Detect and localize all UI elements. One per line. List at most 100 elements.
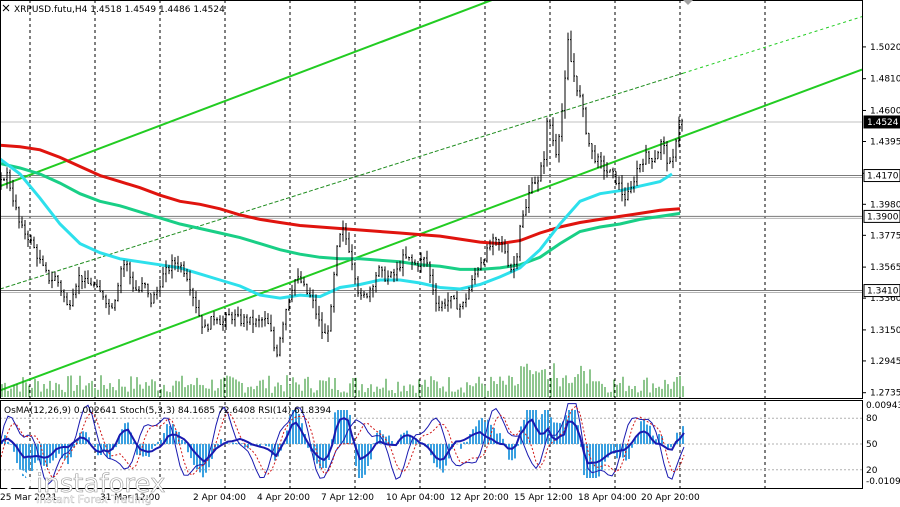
ohlc-bar bbox=[483, 259, 485, 266]
ohlc-bar bbox=[375, 272, 377, 293]
ohlc-bar bbox=[630, 180, 632, 194]
ohlc-bar bbox=[501, 236, 503, 253]
ohlc-bar bbox=[258, 314, 260, 328]
ohlc-bar bbox=[648, 150, 650, 164]
ohlc-bar bbox=[228, 308, 230, 316]
ohlc-bar bbox=[69, 300, 71, 310]
ohlc-bar bbox=[468, 287, 470, 300]
ohlc-bar bbox=[174, 257, 176, 271]
ohlc-bar bbox=[459, 303, 461, 318]
oscillator-tick-label: 80 bbox=[866, 414, 878, 424]
ohlc-bar bbox=[384, 266, 386, 282]
ohlc-bar bbox=[639, 163, 641, 173]
ohlc-bar bbox=[186, 268, 188, 282]
ohlc-bar bbox=[381, 266, 383, 278]
price-label-text: 1.3900 bbox=[867, 212, 899, 222]
ohlc-bar bbox=[387, 270, 389, 285]
watermark-brand: instaforex bbox=[36, 469, 165, 499]
time-tick-label: 31 Mar 12:00 bbox=[100, 493, 160, 503]
ohlc-bar bbox=[402, 249, 404, 277]
ohlc-bar bbox=[78, 266, 80, 295]
ohlc-bar bbox=[18, 206, 20, 229]
channel-lower-line bbox=[0, 68, 862, 392]
ohlc-bar bbox=[318, 305, 320, 327]
ohlc-bar bbox=[48, 269, 50, 284]
ohlc-bar bbox=[207, 323, 209, 332]
ohlc-bar bbox=[594, 144, 596, 164]
ohlc-bar bbox=[438, 295, 440, 312]
ohlc-bar bbox=[54, 271, 56, 281]
stoch-signal-line bbox=[0, 405, 685, 479]
ohlc-bar bbox=[570, 30, 572, 63]
ohlc-bar bbox=[156, 286, 158, 300]
stoch-main-line bbox=[0, 403, 685, 486]
ohlc-bar bbox=[210, 316, 212, 330]
time-tick-label: 10 Apr 04:00 bbox=[386, 493, 445, 503]
ohlc-bar bbox=[612, 167, 614, 179]
main-pane-border bbox=[0, 0, 863, 399]
ohlc-bar bbox=[534, 176, 536, 185]
oscillator-tick-label: 0.009432 bbox=[866, 401, 900, 411]
ohlc-bar bbox=[621, 175, 623, 202]
watermark-logo: instaforex Instant Forex Trading bbox=[5, 469, 166, 506]
collapse-icon[interactable] bbox=[2, 4, 10, 12]
ohlc-bar bbox=[357, 276, 359, 297]
ohlc-bar bbox=[234, 309, 236, 327]
chart-frame bbox=[0, 0, 863, 489]
price-tick-label: 1.2735 bbox=[870, 389, 900, 399]
ohlc-bar bbox=[21, 216, 23, 229]
ohlc-bar bbox=[549, 119, 551, 128]
ohlc-bar bbox=[180, 262, 182, 273]
ohlc-bar bbox=[423, 256, 425, 268]
shift-marker-icon[interactable] bbox=[683, 0, 693, 5]
ohlc-bar bbox=[378, 265, 380, 278]
ohlc-bar bbox=[399, 260, 401, 272]
instaforex-logo-icon bbox=[5, 469, 31, 495]
price-tick-label: 1.3150 bbox=[870, 326, 900, 336]
price-tick-label: 1.4395 bbox=[870, 137, 900, 147]
ohlc-bar bbox=[540, 162, 542, 182]
horizontal-levels bbox=[0, 121, 862, 294]
ohlc-bar bbox=[183, 261, 185, 278]
ohlc-bar bbox=[633, 176, 635, 193]
ohlc-bar bbox=[489, 239, 491, 251]
ohlc-bar bbox=[168, 264, 170, 275]
ohlc-bar bbox=[654, 150, 656, 163]
ohlc-bar bbox=[372, 284, 374, 298]
ohlc-bar bbox=[420, 252, 422, 273]
ohlc-bar bbox=[429, 261, 431, 283]
price-tick-label: 1.4810 bbox=[870, 75, 900, 85]
ohlc-bar bbox=[522, 210, 524, 228]
ohlc-bar bbox=[369, 286, 371, 303]
ohlc-bar bbox=[45, 262, 47, 273]
channel-middle-extension bbox=[682, 16, 862, 74]
price-axis: 1.50201.48101.46001.43951.41851.39801.37… bbox=[862, 43, 900, 399]
ohlc-bar bbox=[264, 310, 266, 327]
ohlc-bar bbox=[81, 275, 83, 290]
price-tick-label: 1.3775 bbox=[870, 231, 900, 241]
ohlc-bar bbox=[327, 325, 329, 342]
time-tick-label: 15 Apr 12:00 bbox=[514, 493, 573, 503]
ohlc-bar bbox=[120, 266, 122, 294]
ohlc-bar bbox=[66, 292, 68, 306]
ohlc-bar bbox=[333, 271, 335, 313]
ohlc-bar bbox=[138, 286, 140, 293]
ohlc-bar bbox=[600, 151, 602, 169]
ohlc-bar bbox=[42, 255, 44, 267]
ohlc-bar bbox=[270, 314, 272, 332]
ohlc-bar bbox=[204, 319, 206, 328]
ohlc-bar bbox=[312, 289, 314, 309]
time-tick-label: 20 Apr 20:00 bbox=[641, 493, 700, 503]
time-tick-label: 2 Apr 04:00 bbox=[193, 493, 246, 503]
ohlc-bar bbox=[390, 271, 392, 278]
ohlc-bar bbox=[177, 255, 179, 273]
ohlc-bar bbox=[282, 321, 284, 343]
price-label-box bbox=[863, 209, 900, 223]
ohlc-bar bbox=[294, 279, 296, 296]
ohlc-bar bbox=[267, 313, 269, 325]
ohlc-bar bbox=[636, 160, 638, 187]
ohlc-bar bbox=[39, 249, 41, 264]
price-tick-label: 1.2945 bbox=[870, 357, 900, 367]
